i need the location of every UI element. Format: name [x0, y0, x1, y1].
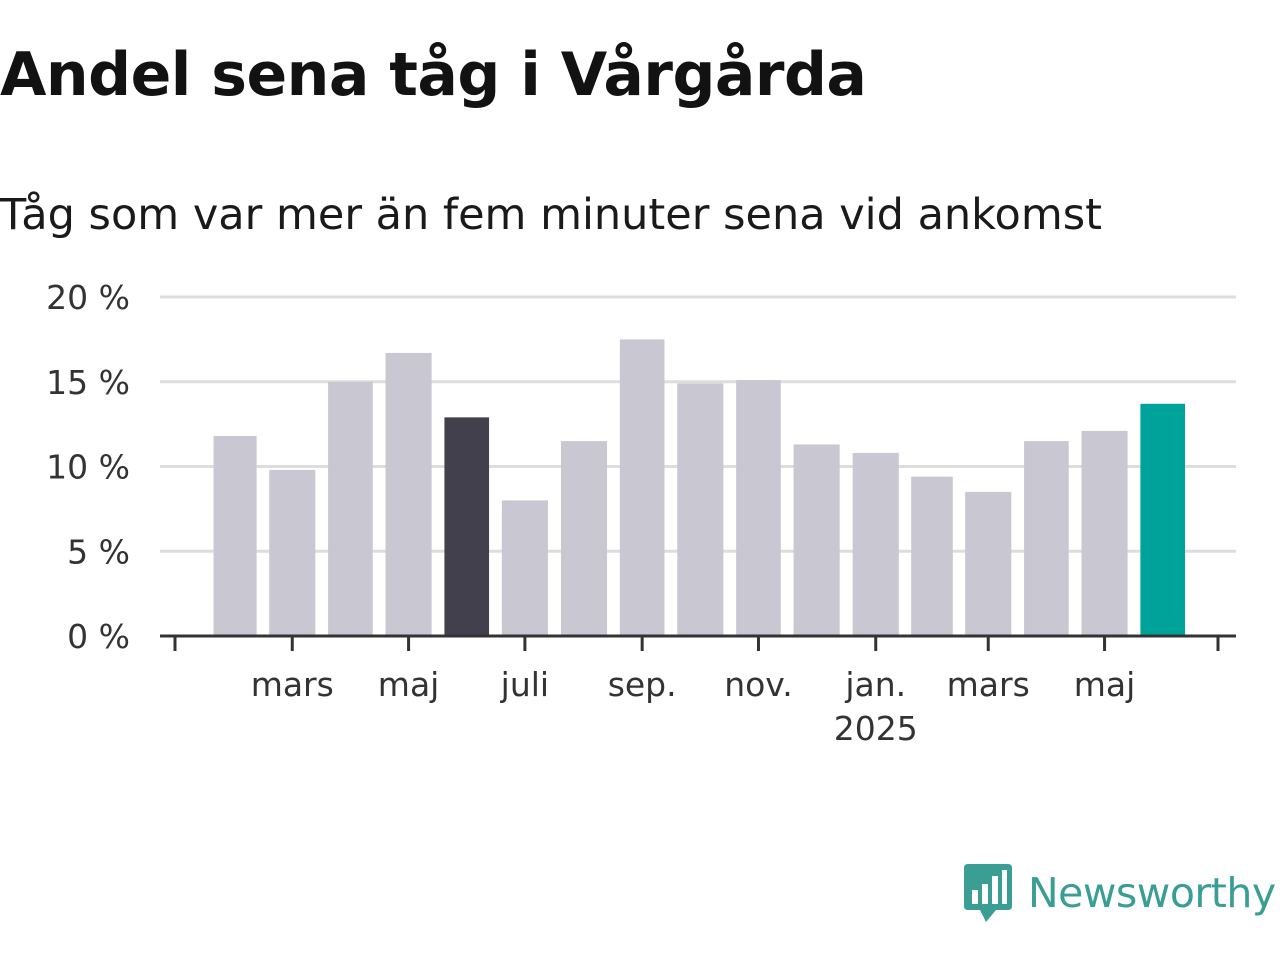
bar-chart: 0 % 5 % 10 % 15 % 20 % mars maj juli sep. nov. jan… — [46, 278, 1236, 748]
bar — [677, 383, 724, 636]
chart-subtitle: Tåg som var mer än fem minuter sena vid … — [0, 190, 1103, 240]
x-tick-label: mars — [947, 665, 1030, 704]
bar — [1140, 403, 1186, 636]
y-tick-label: 10 % — [46, 448, 130, 487]
bar — [911, 476, 953, 636]
y-tick-label: 5 % — [67, 532, 130, 571]
newsworthy-logo: Newsworthy — [962, 862, 1276, 924]
bar — [328, 381, 373, 636]
newsworthy-wordmark: Newsworthy — [1028, 869, 1276, 917]
bar — [501, 500, 548, 636]
bar — [852, 452, 899, 636]
newsworthy-logo-icon — [964, 864, 1012, 922]
x-tick-label: juli — [500, 665, 549, 704]
x-tick-label: sep. — [608, 665, 677, 704]
bar — [269, 469, 316, 636]
bar — [560, 441, 608, 636]
y-tick-label: 0 % — [67, 617, 130, 656]
bar — [965, 491, 1012, 636]
x-tick-label: maj — [1074, 665, 1136, 704]
bar — [619, 339, 665, 636]
chart-title: Andel sena tåg i Vårgårda — [0, 40, 867, 110]
x-tick-label: mars — [251, 665, 334, 704]
bar — [1024, 441, 1069, 636]
x-tick-label: nov. — [724, 665, 793, 704]
x-tick-label: jan. — [844, 665, 906, 704]
x-tick-year-label: 2025 — [834, 709, 918, 748]
bar — [213, 435, 257, 636]
y-tick-label: 15 % — [46, 363, 130, 402]
bar — [736, 380, 781, 636]
bar — [793, 444, 840, 636]
bar — [444, 417, 490, 636]
x-tick-label: maj — [378, 665, 440, 704]
bar — [1081, 430, 1128, 636]
y-tick-label: 20 % — [46, 278, 130, 317]
bar — [385, 352, 432, 636]
